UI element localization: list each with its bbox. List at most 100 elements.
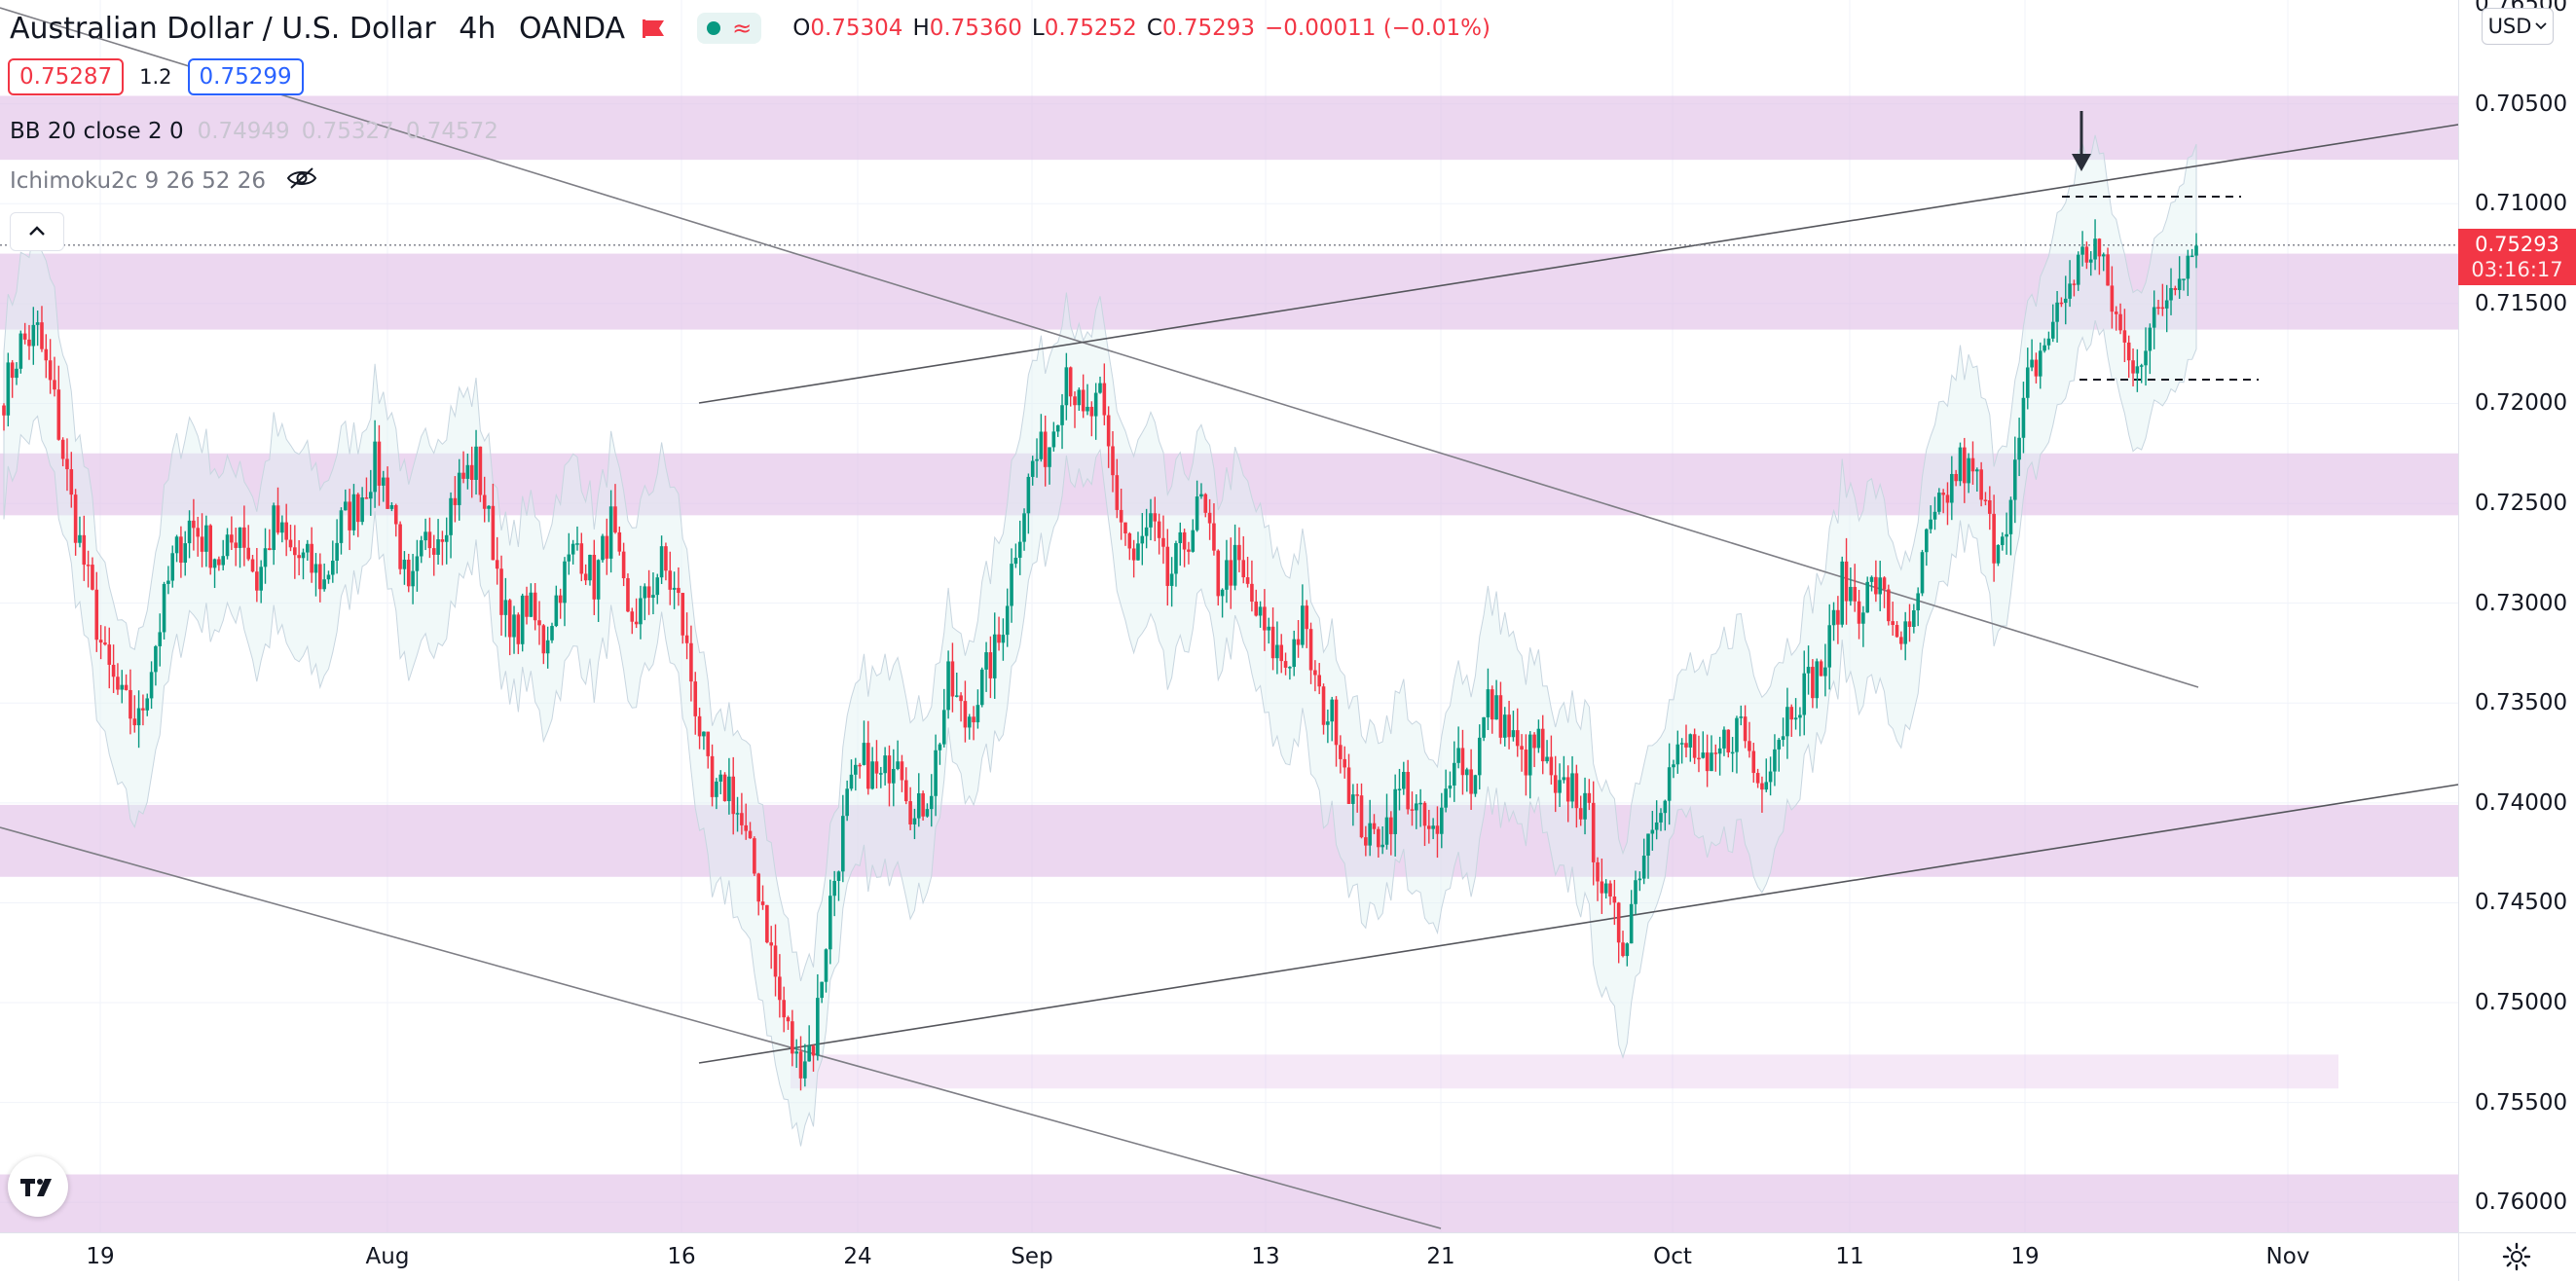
candle <box>212 558 217 589</box>
candle <box>1735 715 1739 774</box>
candle <box>1098 376 1102 394</box>
candle <box>306 539 310 561</box>
ohlc-open-value: 0.75304 <box>810 16 903 41</box>
time-axis[interactable]: 19 Aug 16 24 Sep 13 21 Oct 11 19 Nov <box>0 1232 2458 1281</box>
candle <box>820 981 824 1004</box>
chart-pane[interactable]: Australian Dollar / U.S. Dollar 4h OANDA… <box>0 0 2458 1232</box>
price-zone-rectangle[interactable] <box>791 1054 2338 1089</box>
candle <box>533 582 537 631</box>
ascending-channel-lower-line[interactable] <box>698 784 2458 1064</box>
candle <box>1010 548 1013 623</box>
candle <box>1195 480 1199 532</box>
candle <box>335 519 339 574</box>
candle <box>192 498 196 551</box>
candle <box>1136 531 1140 561</box>
candle <box>1275 621 1279 675</box>
candle <box>2110 266 2115 329</box>
ichimoku-title[interactable]: Ichimoku2c 9 26 52 26 <box>10 168 267 194</box>
candle <box>689 625 693 702</box>
candle <box>1149 498 1153 541</box>
collapse-legend-button[interactable] <box>10 212 64 251</box>
candle <box>1301 584 1305 648</box>
bollinger-title[interactable]: BB 20 close 2 0 <box>10 119 184 144</box>
candle <box>1768 756 1773 796</box>
candle <box>427 517 432 559</box>
candle <box>1929 505 1932 534</box>
candle <box>1263 589 1267 651</box>
candle <box>579 532 584 582</box>
candle <box>1377 826 1380 858</box>
candle <box>1600 859 1604 914</box>
arrow-down-icon[interactable] <box>2072 111 2091 171</box>
candle <box>891 749 896 807</box>
candle <box>1587 779 1592 811</box>
candle <box>1815 658 1820 709</box>
candle <box>65 438 69 492</box>
candle <box>1081 374 1086 419</box>
buy-price-button[interactable]: 0.75299 <box>187 58 304 95</box>
candle <box>1233 524 1237 591</box>
candle <box>2148 323 2153 375</box>
market-status-pill[interactable]: ≈ <box>697 13 762 44</box>
candle <box>756 872 761 916</box>
candle <box>1654 800 1659 840</box>
price-chart[interactable] <box>0 0 2458 1232</box>
descending-channel-lower-line[interactable] <box>0 826 1442 1229</box>
candle <box>1250 560 1254 612</box>
candle <box>1313 660 1317 692</box>
price-zone-rectangle[interactable] <box>0 1174 2458 1232</box>
price-zone-rectangle[interactable] <box>0 253 2458 330</box>
candle <box>1945 482 1950 526</box>
price-zone-rectangle[interactable] <box>0 95 2458 161</box>
data-delay-icon: ≈ <box>732 15 753 42</box>
candle <box>1431 818 1435 840</box>
candle <box>1064 352 1069 421</box>
candle <box>158 613 163 667</box>
candle <box>2034 352 2039 384</box>
candle <box>78 516 82 548</box>
candle <box>288 525 293 552</box>
candle <box>31 307 36 365</box>
price-zone-rectangle[interactable] <box>0 453 2458 516</box>
bollinger-legend[interactable]: BB 20 close 2 0 0.74949 0.75327 0.74572 <box>10 119 510 144</box>
candle <box>908 787 912 830</box>
candle <box>386 466 389 509</box>
exchange-label[interactable]: OANDA <box>518 11 626 46</box>
candle <box>866 720 870 795</box>
flag-icon[interactable] <box>641 18 666 38</box>
price-zone-rectangle[interactable] <box>0 804 2458 877</box>
interval-label[interactable]: 4h <box>459 11 497 46</box>
price-axis[interactable]: 0.76000 0.75500 0.75000 0.74500 0.74000 0.735… <box>2458 0 2576 1232</box>
price-tick-label: 0.71000 <box>2475 191 2568 217</box>
candle <box>2164 284 2169 333</box>
candle <box>162 581 166 640</box>
candle <box>722 772 727 802</box>
candle <box>1684 724 1688 758</box>
candle <box>1203 493 1208 518</box>
ichimoku-legend[interactable]: Ichimoku2c 9 26 52 26 <box>10 165 318 197</box>
descending-channel-upper-line[interactable] <box>0 7 2199 688</box>
ascending-channel-upper-line[interactable] <box>698 124 2458 404</box>
candle <box>841 794 845 883</box>
market-open-dot-icon <box>707 21 721 35</box>
candle <box>836 870 841 901</box>
candle <box>1891 602 1895 637</box>
candle <box>1127 531 1132 561</box>
candle <box>1267 617 1271 644</box>
gear-icon[interactable] <box>2502 1242 2531 1271</box>
candle <box>1963 437 1967 503</box>
candle <box>474 429 478 495</box>
candle <box>259 560 263 604</box>
symbol-title[interactable]: Australian Dollar / U.S. Dollar 4h OANDA <box>10 12 625 46</box>
currency-select[interactable]: USD <box>2482 8 2554 45</box>
candle <box>900 754 904 792</box>
tradingview-logo-icon[interactable] <box>8 1156 68 1217</box>
candle <box>145 693 150 716</box>
symbol-name[interactable]: Australian Dollar / U.S. Dollar <box>10 11 436 46</box>
eye-off-icon[interactable] <box>285 165 318 197</box>
candle <box>1460 729 1465 795</box>
candle <box>1043 415 1048 487</box>
sell-price-button[interactable]: 0.75287 <box>8 58 125 95</box>
candle <box>1039 414 1044 462</box>
candle <box>997 616 1001 651</box>
